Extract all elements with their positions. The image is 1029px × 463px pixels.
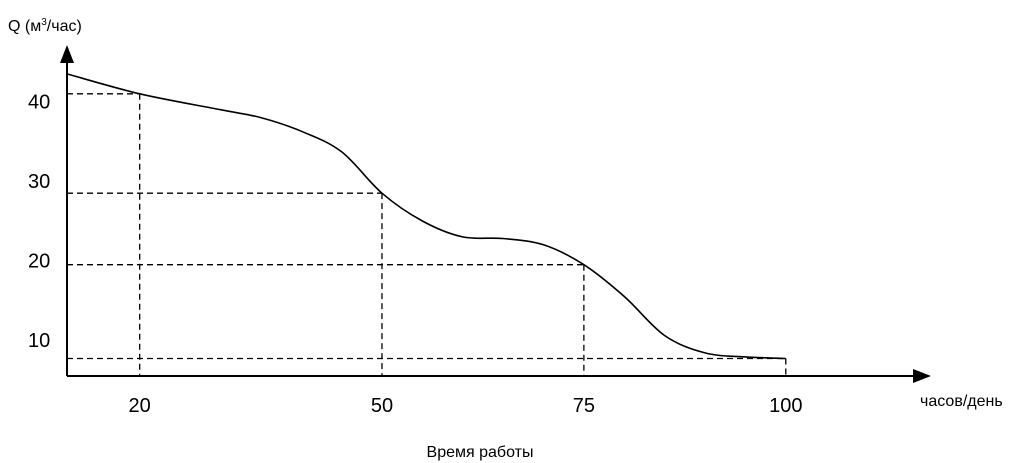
y-axis-arrow (60, 45, 74, 63)
x-tick-label: 75 (573, 395, 595, 417)
guide-lines (67, 93, 787, 376)
y-tick-labels: 40 30 20 10 (28, 92, 50, 352)
x-axis-arrow (913, 369, 931, 383)
chart-caption: Время работы (427, 444, 534, 461)
y-axis-title: Q (м3/час) (8, 17, 82, 35)
series-line-0 (66, 73, 786, 360)
x-axis-title: часов/день (920, 393, 1003, 410)
x-tick-label: 20 (129, 395, 151, 417)
y-tick-label: 40 (28, 92, 50, 114)
x-tick-labels: 20 50 75 100 (129, 395, 803, 417)
y-tick-label: 20 (28, 251, 50, 273)
x-tick-label: 50 (371, 395, 393, 417)
series-layer (66, 73, 786, 360)
y-tick-label: 30 (28, 171, 50, 193)
y-tick-label: 10 (28, 330, 50, 352)
x-tick-label: 100 (769, 395, 802, 417)
